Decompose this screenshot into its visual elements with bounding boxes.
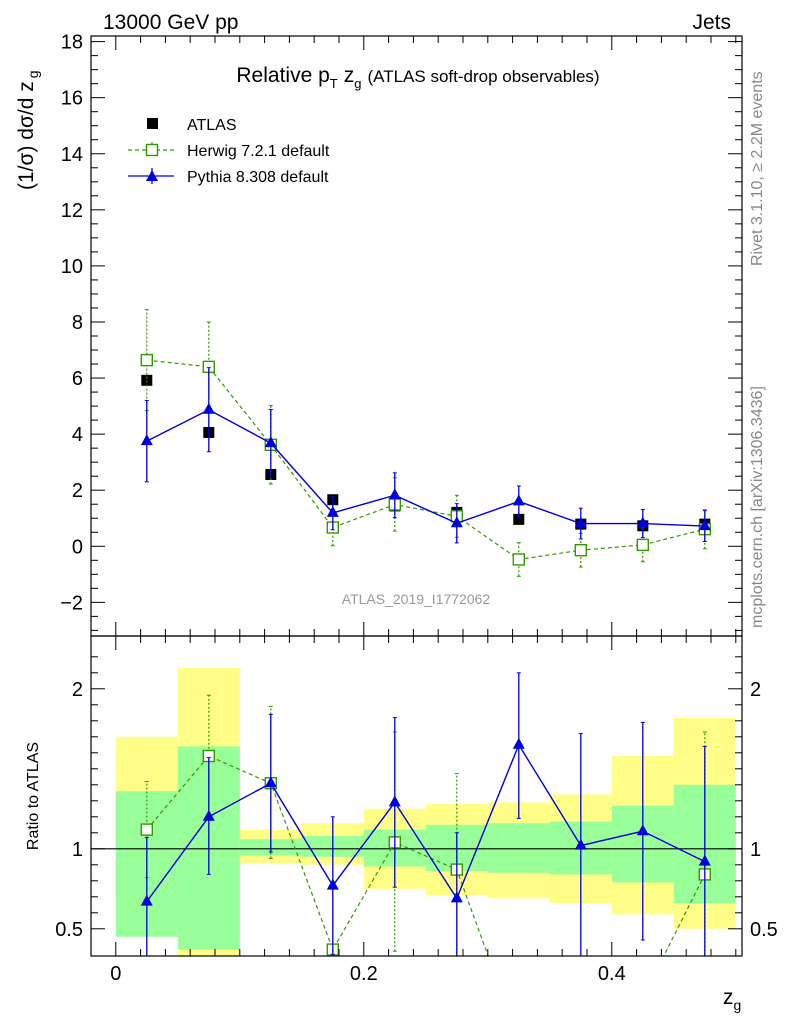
y-tick-label: 10 [61,256,83,278]
y-tick-label: 4 [72,424,83,446]
y-tick-label: 6 [72,368,83,390]
ratio-y-tick-label-left: 1 [72,839,83,861]
legend-entry-atlas: ATLAS [147,117,237,134]
x-tick-label: 0 [110,963,121,985]
legend: ATLAS Herwig 7.2.1 default Pythia 8.308 … [128,117,330,186]
ratio-y-tick-label-right: 1 [750,839,761,861]
pythia-point [636,516,649,528]
x-tick-label: 0.4 [598,963,626,985]
pythia-line [146,408,705,527]
pythia-point [140,434,153,446]
legend-entry-herwig: Herwig 7.2.1 default [128,142,330,160]
rivet-version-label: Rivet 3.1.10, ≥ 2.2M events [749,71,766,266]
ratio-y-tick-label-right: 0.5 [750,919,778,941]
pythia-point [202,402,215,414]
legend-marker-herwig [145,143,159,157]
y-tick-label: 12 [61,200,83,222]
pythia-ratio-point [636,824,649,836]
pythia-point [698,519,711,531]
herwig-point [636,538,649,552]
y-tick-label: 8 [72,312,83,334]
y-tick-label: 0 [72,536,83,558]
legend-label-atlas: ATLAS [187,117,237,134]
herwig-ratio-point [637,992,648,1003]
main-axes: −2 0 2 4 6 8 10 12 14 16 18 [60,32,743,637]
legend-label-pythia: Pythia 8.308 default [187,169,329,186]
main-plot-area [140,309,711,577]
ratio-axes: 0.5 0.5 1 1 2 2 0 0.2 0.4 [55,635,778,985]
legend-entry-pythia: Pythia 8.308 default [128,168,329,186]
legend-label-herwig: Herwig 7.2.1 default [187,143,330,160]
ratio-band-green [487,823,550,873]
pythia-point [512,494,525,506]
y-tick-label: 14 [61,144,83,166]
ratio-y-axis-label: Ratio to ATLAS [25,742,42,850]
atlas-point [141,374,153,386]
herwig-ratio-line [146,755,706,956]
herwig-point [512,553,525,566]
herwig-point [140,353,154,367]
analysis-watermark: ATLAS_2019_I1772062 [342,591,491,607]
pythia-point [574,516,587,528]
y-tick-label: 18 [61,32,83,54]
main-y-axis-label: (1/σ) dσ/d zg [15,70,41,190]
x-axis-label: zg [723,986,741,1013]
ratio-y-tick-label-right: 2 [750,679,761,701]
pythia-ratio-point [698,854,711,866]
pythia-ratio-line [146,743,706,903]
legend-marker-atlas [147,118,158,129]
y-tick-label: 16 [61,88,83,110]
pythia-ratio-point [574,838,587,850]
y-tick-label: 2 [72,480,83,502]
pythia-ratio-point [512,737,525,749]
y-tick-label: −2 [60,592,83,614]
ratio-y-tick-label-left: 2 [72,679,83,701]
atlas-point [513,513,525,525]
herwig-line [146,359,705,561]
herwig-ratio-point [140,823,154,836]
main-title: Relative pT zg (ATLAS soft-drop observable… [236,64,599,91]
pythia-ratio-point [202,809,215,821]
legend-marker-pythia [146,170,158,181]
pythia-ratio-point [264,776,277,788]
ratio-frame [90,635,743,957]
mcplots-label: mcplots.cern.ch [arXiv:1306.3436] [749,386,766,628]
ratio-y-tick-label-left: 0.5 [55,919,83,941]
pythia-ratio-point [140,894,153,906]
x-tick-label: 0.2 [350,963,378,985]
header-right-label: Jets [692,11,731,34]
herwig-point [574,544,587,557]
pythia-ratio-point [450,891,463,903]
header-left-label: 13000 GeV pp [103,11,238,34]
pythia-point [264,436,277,448]
pythia-point [326,505,339,517]
pythia-ratio-point [388,795,401,807]
pythia-point [388,488,401,500]
pythia-ratio-point [326,878,339,890]
ratio-plot-area [91,672,742,1003]
pythia-point [450,516,463,528]
